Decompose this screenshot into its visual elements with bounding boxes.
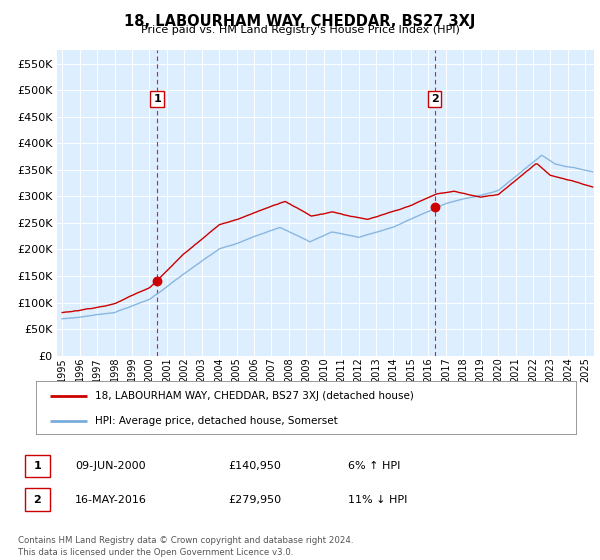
Text: 6% ↑ HPI: 6% ↑ HPI [348, 461, 400, 471]
Text: 11% ↓ HPI: 11% ↓ HPI [348, 494, 407, 505]
Text: 16-MAY-2016: 16-MAY-2016 [75, 494, 147, 505]
Text: 18, LABOURHAM WAY, CHEDDAR, BS27 3XJ (detached house): 18, LABOURHAM WAY, CHEDDAR, BS27 3XJ (de… [95, 391, 414, 401]
Text: 1: 1 [153, 94, 161, 104]
Point [430, 203, 440, 212]
Text: 2: 2 [431, 94, 439, 104]
Text: 09-JUN-2000: 09-JUN-2000 [75, 461, 146, 471]
Text: HPI: Average price, detached house, Somerset: HPI: Average price, detached house, Some… [95, 416, 338, 426]
Text: 2: 2 [34, 494, 41, 505]
Point [152, 276, 162, 285]
Text: £279,950: £279,950 [228, 494, 281, 505]
Text: Price paid vs. HM Land Registry's House Price Index (HPI): Price paid vs. HM Land Registry's House … [140, 25, 460, 35]
Text: Contains HM Land Registry data © Crown copyright and database right 2024.
This d: Contains HM Land Registry data © Crown c… [18, 536, 353, 557]
Text: 18, LABOURHAM WAY, CHEDDAR, BS27 3XJ: 18, LABOURHAM WAY, CHEDDAR, BS27 3XJ [124, 14, 476, 29]
Text: 1: 1 [34, 461, 41, 471]
Text: £140,950: £140,950 [228, 461, 281, 471]
